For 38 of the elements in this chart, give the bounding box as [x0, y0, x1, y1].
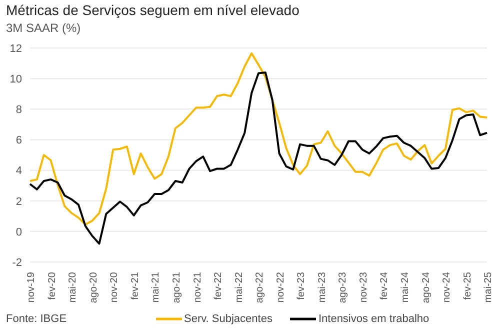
y-tick-label: 12 — [10, 42, 22, 55]
y-tick-label: -2 — [12, 256, 22, 269]
x-tick-label: fev-23 — [296, 272, 308, 300]
x-tick-label: mai-22 — [234, 272, 245, 303]
y-tick-label: 6 — [16, 134, 22, 147]
x-tick-label: mai-20 — [68, 272, 79, 303]
line-series — [29, 71, 488, 245]
y-tick-label: 10 — [10, 73, 22, 86]
x-tick-label: fev-21 — [130, 272, 141, 300]
chart-subtitle: 3M SAAR (%) — [6, 21, 81, 35]
legend-label: Intensivos em trabalho — [318, 313, 430, 325]
x-tick-label: ago-20 — [88, 272, 100, 304]
x-tick-label: mai-21 — [150, 272, 162, 303]
x-tick-label: fev-22 — [213, 272, 224, 300]
x-tick-label: nov-23 — [358, 272, 370, 303]
x-tick-label: fev-20 — [46, 272, 58, 300]
x-tick-label: mai-23 — [316, 272, 328, 303]
x-tick-label: nov-24 — [442, 272, 453, 303]
chart-title: Métricas de Serviços seguem em nível elevado — [6, 2, 300, 18]
x-tick-label: mai-24 — [400, 272, 412, 303]
line-series — [29, 52, 488, 226]
legend-label: Serv. Subjacentes — [184, 313, 272, 325]
x-tick-label: nov-22 — [275, 272, 286, 303]
y-tick-label: 4 — [16, 165, 22, 178]
x-tick-label: nov-19 — [26, 272, 38, 303]
x-tick-label: mai-25 — [483, 272, 494, 303]
x-tick-label: nov-20 — [109, 272, 120, 303]
x-tick-label: ago-21 — [172, 272, 183, 304]
y-tick-label: 2 — [16, 196, 22, 208]
x-tick-label: ago-22 — [254, 272, 266, 304]
x-tick-label: fev-24 — [379, 272, 390, 300]
x-tick-label: ago-24 — [420, 272, 432, 304]
x-tick-label: fev-25 — [462, 272, 474, 300]
x-tick-label: ago-23 — [338, 272, 349, 304]
y-tick-label: 8 — [16, 104, 22, 116]
source-note: Fonte: IBGE — [6, 313, 67, 325]
y-tick-label: 0 — [16, 226, 22, 238]
x-tick-label: nov-21 — [192, 272, 204, 303]
